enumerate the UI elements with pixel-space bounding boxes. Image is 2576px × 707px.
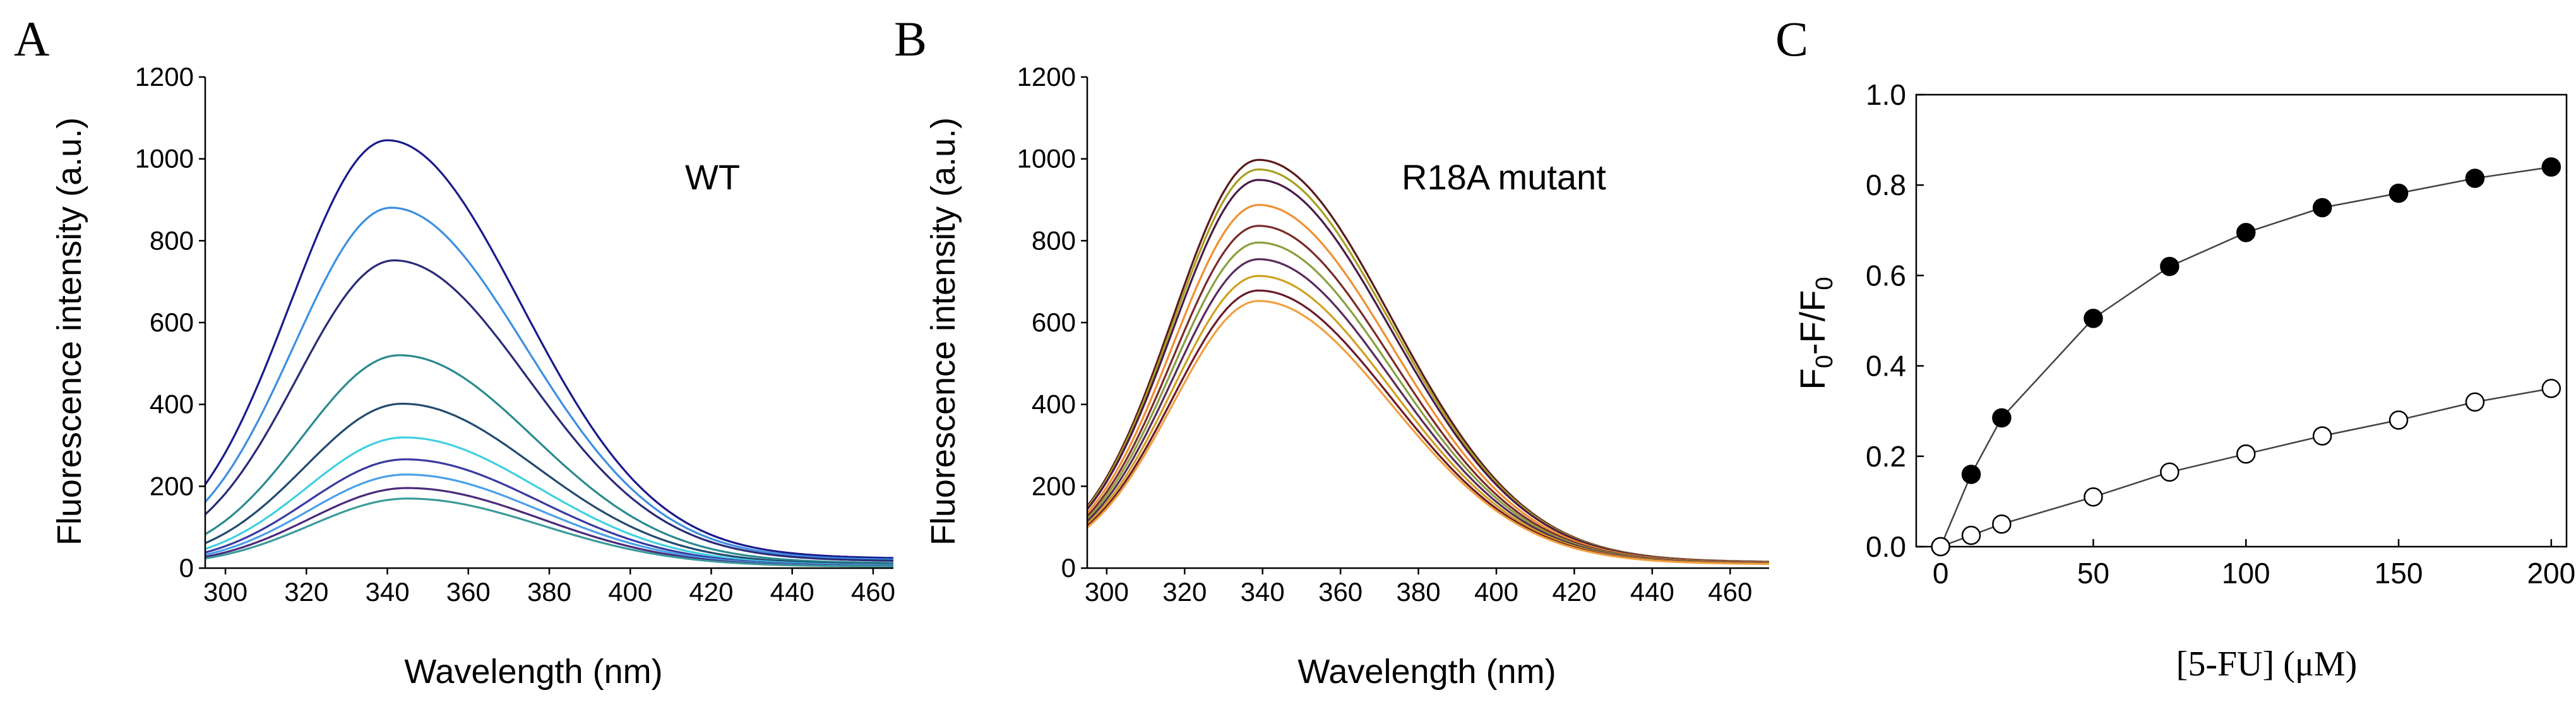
panel-c-x-tick-label: 0 <box>1933 557 1949 590</box>
panel-c-x-axis-title: [5-FU] (μM) <box>2176 645 2358 684</box>
panel-c-x-tick-label: 100 <box>2222 557 2270 590</box>
panel-b-letter: B <box>894 11 927 66</box>
panel-a-y-tick-label: 400 <box>150 389 194 419</box>
panel-c-filled-point <box>1992 408 2012 428</box>
panel-a-series-line-5 <box>205 402 894 566</box>
panel-c-y-title-mid: -F/F <box>1792 290 1832 355</box>
panel-c-y-tick-label: 0.8 <box>1866 169 1906 201</box>
panel-c-y-tick-label: 0.0 <box>1866 530 1906 563</box>
panel-c-letter: C <box>1775 11 1808 66</box>
panel-c-filled-point <box>2160 256 2179 276</box>
panel-a-x-tick-label: 340 <box>365 577 409 607</box>
panel-c-fit-line-1 <box>1940 166 2551 547</box>
panel-c-x-tick-label: 200 <box>2527 557 2575 590</box>
panel-b-series-line-3 <box>1086 179 1770 563</box>
panel-c-open-point <box>2388 410 2409 430</box>
panel-a-x-tick-label: 380 <box>527 577 571 607</box>
panel-b-y-tick-label: 400 <box>1032 389 1076 419</box>
panel-a-x-tick-label: 440 <box>770 577 814 607</box>
panel-a-series-line-3 <box>204 259 893 562</box>
panel-b-x-axis-title: Wavelength (nm) <box>1297 653 1556 691</box>
panel-c-filled-point <box>2312 198 2332 218</box>
panel-c-y-title-main: F <box>1792 368 1832 389</box>
panel-c-open-point <box>2236 444 2256 464</box>
panel-c-x-tick-label: 50 <box>2077 557 2109 590</box>
panel-c-x-tick-label: 150 <box>2375 557 2423 590</box>
panel-c-filled-point <box>2236 223 2256 242</box>
panel-b-y-tick-label: 200 <box>1032 471 1076 501</box>
panel-c-y-axis-title: F0-F/F0 <box>1792 276 1838 389</box>
panel-a-annotation: WT <box>685 157 740 197</box>
panel-a-chart: 0 200 400 600 800 1000 1200 300 320 340 360 380 400 4… <box>51 62 895 691</box>
panel-c-fit-line-2 <box>1940 388 2552 548</box>
panel-c-filled-point <box>2465 169 2485 188</box>
panel-c-open-point <box>2160 462 2179 482</box>
panel-b-plot-area: 0 200 400 600 800 1000 1200 300 320 340 360 380 400 4… <box>1017 62 1770 607</box>
panel-c-open-point <box>1992 514 2012 534</box>
panel-a-x-tick-label: 460 <box>851 577 895 607</box>
panel-c-open-point <box>2084 487 2103 507</box>
panel-b-y-tick-label: 1200 <box>1017 62 1076 92</box>
panel-a-y-tick-label: 600 <box>150 307 194 337</box>
panel-a-y-tick-label: 1200 <box>135 62 194 92</box>
panel-a-x-tick-label: 360 <box>446 577 491 607</box>
panel-c-plot-area: 0.0 0.2 0.4 0.6 0.8 1.0 0 50 100 150 200 <box>1866 78 2575 590</box>
panel-a-x-axis-title: Wavelength (nm) <box>404 653 662 691</box>
panel-c-y-tick-label: 0.2 <box>1866 440 1906 473</box>
panel-c-filled-point <box>2541 157 2561 177</box>
panel-b-y-tick-label: 800 <box>1032 225 1076 255</box>
panel-c-filled-point <box>2388 183 2409 203</box>
panel-b-x-tick-label: 460 <box>1708 577 1752 607</box>
panel-a-x-tick-label: 420 <box>689 577 733 607</box>
panel-a-x-tick-label: 300 <box>203 577 247 607</box>
panel-b-chart: 0 200 400 600 800 1000 1200 300 320 340 360 380 400 4… <box>924 62 1770 691</box>
panel-c-y-tick-label: 0.6 <box>1866 259 1906 292</box>
panel-a-y-tick-label: 0 <box>179 553 194 583</box>
panel-c-open-point <box>2312 426 2332 446</box>
panel-a-y-axis-title: Fluorescence intensity (a.u.) <box>51 117 88 545</box>
panel-c-open-point <box>2465 392 2485 412</box>
panel-c-filled-point <box>1961 465 1981 484</box>
panel-b-x-tick-label: 300 <box>1085 577 1129 607</box>
panel-a-x-tick-label: 400 <box>608 577 652 607</box>
panel-c-open-point <box>2541 379 2561 398</box>
panel-b-x-tick-label: 380 <box>1397 577 1441 607</box>
panel-b-x-tick-label: 440 <box>1630 577 1674 607</box>
panel-a-letter: A <box>14 11 49 66</box>
panel-c-y-title-sub2: 0 <box>1811 276 1838 290</box>
panel-c-y-tick-label: 0.4 <box>1866 350 1906 383</box>
panel-a-plot-area: 0 200 400 600 800 1000 1200 300 320 340 360 380 400 4… <box>135 62 895 607</box>
panel-c-open-point <box>1961 525 1981 545</box>
panel-b-series-line-1 <box>1086 158 1770 563</box>
panel-b-y-tick-label: 0 <box>1061 553 1076 583</box>
panel-b-x-tick-label: 320 <box>1162 577 1207 607</box>
panel-c-open-point <box>1931 537 1950 557</box>
panel-a-y-tick-label: 800 <box>150 225 194 255</box>
panel-c-filled-point <box>2084 309 2103 328</box>
panel-c-y-tick-label: 1.0 <box>1866 78 1906 111</box>
panel-a-series-line-4 <box>205 354 893 564</box>
panel-a-y-tick-label: 1000 <box>135 144 194 174</box>
panel-b-series-line-10 <box>1086 300 1769 566</box>
panel-a-y-tick-label: 200 <box>150 471 194 501</box>
panel-b-x-tick-label: 340 <box>1241 577 1285 607</box>
panel-a-x-tick-label: 320 <box>284 577 328 607</box>
panel-b-x-tick-label: 400 <box>1474 577 1518 607</box>
panel-b-x-tick-label: 420 <box>1552 577 1596 607</box>
panel-c-frame <box>1915 93 2568 548</box>
panel-a-series-line-10 <box>205 497 893 567</box>
panel-b-annotation: R18A mutant <box>1402 157 1606 197</box>
panel-b-y-tick-label: 600 <box>1032 307 1076 337</box>
panel-c-chart: 0.0 0.2 0.4 0.6 0.8 1.0 0 50 100 150 200 [5-FU] (μ… <box>1792 78 2575 684</box>
panel-b-x-tick-label: 360 <box>1318 577 1363 607</box>
panel-c-y-title-sub1: 0 <box>1811 355 1838 368</box>
panel-b-y-axis-title: Fluorescence intensity (a.u.) <box>924 117 962 545</box>
panel-a-series-line-1 <box>204 139 894 559</box>
panel-a-series-line-2 <box>204 206 893 561</box>
panel-b-y-tick-label: 1000 <box>1017 144 1076 174</box>
